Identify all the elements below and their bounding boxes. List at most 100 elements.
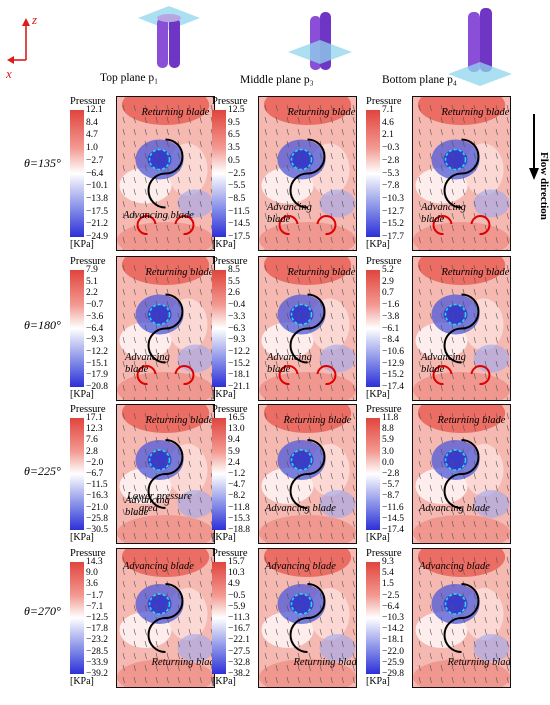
colorbar-tick: 11.8 bbox=[382, 413, 399, 423]
blade-label: Advancing blade bbox=[264, 503, 336, 514]
colorbar-tick: 2.4 bbox=[228, 457, 240, 468]
theta-label-135: θ=135° bbox=[24, 156, 61, 170]
blade-label: Returning blade bbox=[441, 267, 510, 278]
colorbar-tick: −14.5 bbox=[382, 513, 404, 524]
blade-label: Advancing bbox=[124, 495, 170, 506]
colorbar-tick: 8.4 bbox=[86, 117, 98, 128]
pressure-contour-panel: Returning blade Advancing blade bbox=[258, 96, 357, 251]
colorbar-tick: −1.6 bbox=[382, 300, 400, 311]
colorbar-tick: −6.7 bbox=[86, 469, 104, 479]
colorbar-tick: −13.8 bbox=[86, 193, 108, 204]
colorbar-tick: 12.3 bbox=[86, 424, 103, 435]
blade-label: Returning blade bbox=[151, 657, 215, 668]
colorbar-tick: 15.7 bbox=[228, 557, 245, 567]
colorbar-tick: 5.9 bbox=[228, 446, 240, 457]
colorbar-tick: −11.6 bbox=[382, 502, 404, 513]
colorbar-tick: −10.3 bbox=[382, 613, 404, 623]
colorbar-tick: −2.0 bbox=[86, 457, 104, 468]
velocity-vectors bbox=[264, 104, 355, 250]
axes-icon: z x bbox=[6, 10, 56, 81]
colorbar-unit: [KPa] bbox=[212, 239, 236, 250]
rotor-blades bbox=[147, 583, 184, 653]
z-axis-label: z bbox=[32, 12, 38, 27]
colorbar-tick: 5.5 bbox=[228, 276, 240, 287]
colorbar-tick: 5.4 bbox=[382, 568, 394, 579]
colorbar-unit: [KPa] bbox=[70, 239, 94, 250]
colorbar-tick: −28.5 bbox=[86, 646, 108, 657]
pressure-contour-panel: Returning blade Advancing blade bbox=[116, 256, 215, 401]
colorbar-title: Pressure bbox=[366, 404, 402, 415]
colorbar-tick: −17.7 bbox=[382, 232, 404, 242]
colorbar-gradient bbox=[70, 418, 84, 530]
colorbar-tick: −22.0 bbox=[382, 646, 404, 657]
blade-label: blade bbox=[125, 507, 149, 518]
colorbar-title: Pressure bbox=[70, 96, 106, 107]
colorbar-title: Pressure bbox=[212, 548, 248, 559]
colorbar-tick: −8.4 bbox=[382, 335, 400, 346]
rotor-blades bbox=[443, 439, 480, 509]
header-middle-plane: Middle plane p₃ bbox=[240, 74, 314, 86]
pressure-field bbox=[259, 257, 356, 400]
colorbar-tick: 12.1 bbox=[86, 105, 103, 115]
colorbar-tick: −0.5 bbox=[228, 590, 246, 601]
colorbar-tick: 0.0 bbox=[382, 457, 394, 468]
colorbar-tick: 7.9 bbox=[86, 265, 98, 275]
blade-label: Returning blade bbox=[447, 657, 511, 668]
colorbar-tick: −6.1 bbox=[382, 323, 400, 334]
colorbar-tick: −2.5 bbox=[382, 590, 400, 601]
colorbar-tick: −3.6 bbox=[86, 311, 104, 322]
colorbar-tick: 3.0 bbox=[382, 446, 394, 457]
colorbar-tick: −33.9 bbox=[86, 657, 108, 668]
blade-label: Advancing bbox=[420, 202, 466, 213]
colorbar-tick: −17.9 bbox=[86, 370, 108, 381]
colorbar-tick: 9.0 bbox=[86, 568, 98, 579]
blade-label: blade bbox=[267, 364, 291, 375]
colorbar-tick: 6.5 bbox=[228, 130, 240, 141]
colorbar-tick: −10.1 bbox=[86, 181, 108, 192]
colorbar-tick: −9.3 bbox=[228, 335, 246, 346]
colorbar-tick: −11.3 bbox=[228, 613, 250, 623]
rotor-blades bbox=[289, 293, 326, 364]
colorbar-tick: −24.9 bbox=[86, 232, 108, 242]
pressure-contour-panel: Returning blade Advancing blade bbox=[258, 256, 357, 401]
blade-label: blade bbox=[125, 364, 149, 375]
colorbar-tick: −5.7 bbox=[382, 480, 400, 491]
blade-label: Returning blade bbox=[283, 415, 352, 426]
colorbar-tick: −12.9 bbox=[382, 358, 404, 369]
blade-label: blade bbox=[421, 214, 445, 225]
pressure-contour-panel: Advancing blade Returning blade bbox=[258, 548, 357, 688]
colorbar-tick: 9.4 bbox=[228, 435, 240, 446]
colorbar-tick: −7.8 bbox=[382, 181, 400, 192]
colorbar-tick: 2.1 bbox=[382, 130, 394, 141]
blade-label: Advancing bbox=[266, 202, 312, 213]
colorbar-unit: [KPa] bbox=[366, 239, 390, 250]
colorbar-tick: −3.8 bbox=[382, 311, 400, 322]
colorbar-tick: −15.2 bbox=[382, 219, 404, 230]
blade-label: Returning blade bbox=[287, 107, 356, 118]
colorbar-unit: [KPa] bbox=[70, 532, 94, 543]
colorbar-unit: [KPa] bbox=[212, 389, 236, 400]
colorbar-unit: [KPa] bbox=[212, 676, 236, 687]
header-top-plane: Top plane p₁ bbox=[100, 72, 159, 84]
colorbar-unit: [KPa] bbox=[366, 676, 390, 687]
colorbar-tick: 7.1 bbox=[382, 105, 394, 115]
colorbar-gradient bbox=[366, 110, 380, 237]
colorbar-tick: 13.0 bbox=[228, 424, 245, 435]
pressure-field bbox=[117, 257, 214, 400]
x-axis-label: x bbox=[6, 66, 12, 81]
colorbar-unit: [KPa] bbox=[366, 389, 390, 400]
pressure-contour-panel: Returning blade Advancing blade Lower press… bbox=[116, 404, 215, 544]
pressure-field bbox=[413, 257, 510, 400]
colorbar-tick: 12.5 bbox=[228, 105, 245, 115]
blade-label: Advancing blade bbox=[418, 503, 490, 514]
colorbar-title: Pressure bbox=[70, 256, 106, 267]
theta-label-225: θ=225° bbox=[24, 464, 61, 478]
colorbar-tick: −17.4 bbox=[382, 382, 404, 392]
rotor-blades bbox=[289, 439, 326, 509]
colorbar-tick: −21.2 bbox=[86, 219, 108, 230]
blade-label: blade bbox=[267, 214, 291, 225]
colorbar-tick: 4.9 bbox=[228, 579, 240, 590]
colorbar-gradient bbox=[366, 418, 380, 530]
colorbar-tick: 7.6 bbox=[86, 435, 98, 446]
colorbar-tick: 3.5 bbox=[228, 143, 240, 154]
